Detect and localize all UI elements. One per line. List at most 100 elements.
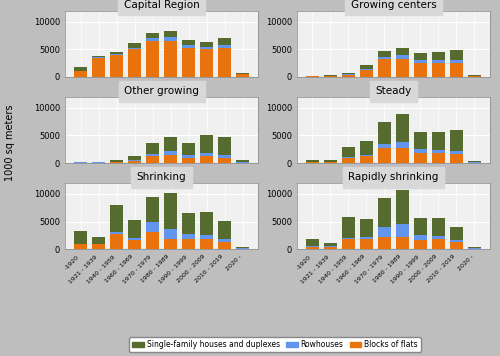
Bar xyxy=(110,54,124,55)
Bar xyxy=(414,132,427,149)
Bar xyxy=(164,31,177,37)
Bar xyxy=(432,63,445,77)
Title: Capital Region: Capital Region xyxy=(124,0,200,10)
Bar xyxy=(218,48,232,77)
Bar xyxy=(182,40,196,46)
Bar xyxy=(432,52,445,61)
Bar xyxy=(432,61,445,63)
Bar xyxy=(450,151,463,154)
Bar xyxy=(468,76,481,77)
Bar xyxy=(396,115,409,142)
Bar xyxy=(342,239,355,249)
Bar xyxy=(342,147,355,157)
Bar xyxy=(396,56,409,59)
Bar xyxy=(342,158,355,163)
Bar xyxy=(450,154,463,163)
Bar xyxy=(110,234,124,249)
Bar xyxy=(74,231,88,244)
Bar xyxy=(146,154,160,156)
Bar xyxy=(164,37,177,41)
Bar xyxy=(414,153,427,163)
Bar xyxy=(360,70,373,77)
Bar xyxy=(74,244,88,249)
Bar xyxy=(360,141,373,155)
Bar xyxy=(324,246,337,247)
Bar xyxy=(360,69,373,70)
Bar xyxy=(182,234,196,239)
Bar xyxy=(236,247,250,248)
Bar xyxy=(378,122,391,144)
Bar xyxy=(200,47,213,49)
Bar xyxy=(306,160,319,162)
Bar xyxy=(236,162,250,163)
Bar xyxy=(182,239,196,249)
Bar xyxy=(110,52,124,54)
Bar xyxy=(468,248,481,249)
Bar xyxy=(414,218,427,235)
Bar xyxy=(74,72,88,77)
Bar xyxy=(432,153,445,163)
Title: Steady: Steady xyxy=(376,86,412,96)
Title: Shrinking: Shrinking xyxy=(137,172,186,182)
Bar xyxy=(468,247,481,248)
Bar xyxy=(396,224,409,236)
Bar xyxy=(74,67,88,71)
Bar xyxy=(218,137,232,155)
Bar xyxy=(414,53,427,61)
Bar xyxy=(218,242,232,249)
Bar xyxy=(200,136,213,153)
Bar xyxy=(236,73,250,74)
Bar xyxy=(396,48,409,56)
Bar xyxy=(110,205,124,232)
Bar xyxy=(218,155,232,158)
Bar xyxy=(432,132,445,150)
Bar xyxy=(146,38,160,41)
Bar xyxy=(92,58,106,77)
Bar xyxy=(110,159,124,162)
Bar xyxy=(468,75,481,76)
Bar xyxy=(218,221,232,239)
Bar xyxy=(128,161,141,163)
Bar xyxy=(128,48,141,49)
Bar xyxy=(128,156,141,160)
Bar xyxy=(146,143,160,154)
Bar xyxy=(218,38,232,45)
Bar xyxy=(378,59,391,77)
Bar xyxy=(414,63,427,77)
Bar xyxy=(360,219,373,237)
Bar xyxy=(360,156,373,163)
Bar xyxy=(306,247,319,249)
Bar xyxy=(92,56,106,57)
Bar xyxy=(360,65,373,69)
Bar xyxy=(182,158,196,163)
Bar xyxy=(164,239,177,249)
Bar xyxy=(324,247,337,249)
Bar xyxy=(218,158,232,163)
Bar xyxy=(306,162,319,163)
Bar xyxy=(110,162,124,163)
Bar xyxy=(396,190,409,224)
Bar xyxy=(128,240,141,249)
Bar xyxy=(164,229,177,239)
Bar xyxy=(218,45,232,48)
Bar xyxy=(146,156,160,163)
Title: Rapidly shrinking: Rapidly shrinking xyxy=(348,172,438,182)
Bar xyxy=(378,236,391,249)
Bar xyxy=(164,137,177,151)
Bar xyxy=(128,220,141,237)
Bar xyxy=(378,51,391,57)
Bar xyxy=(342,74,355,75)
Title: Growing centers: Growing centers xyxy=(350,0,436,10)
Bar xyxy=(432,150,445,153)
Bar xyxy=(128,43,141,48)
Bar xyxy=(200,153,213,156)
Bar xyxy=(74,71,88,72)
Bar xyxy=(306,239,319,246)
Bar xyxy=(306,75,319,76)
Bar xyxy=(146,33,160,38)
Title: Other growing: Other growing xyxy=(124,86,199,96)
Bar xyxy=(450,63,463,77)
Bar xyxy=(414,149,427,153)
Bar xyxy=(414,240,427,249)
Bar xyxy=(110,55,124,77)
